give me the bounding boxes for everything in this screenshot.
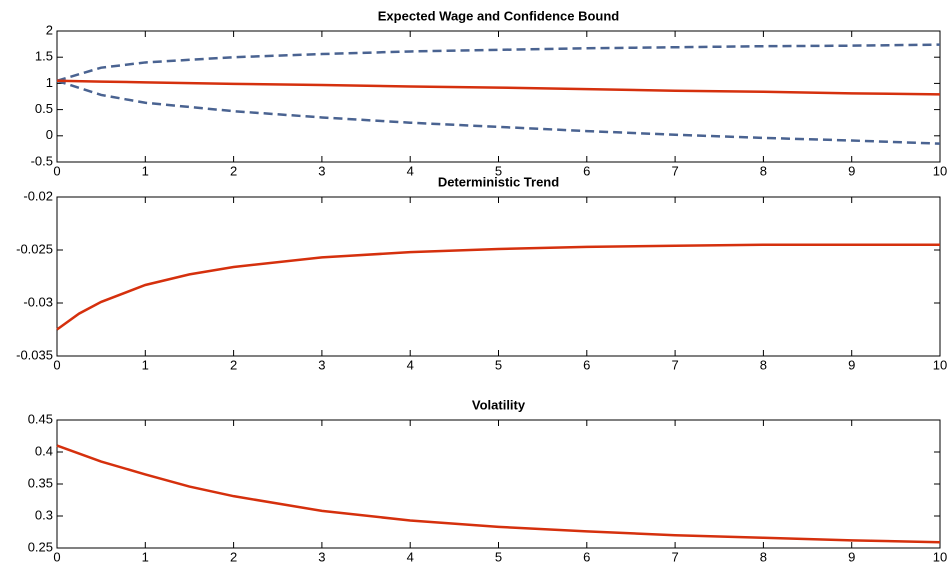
x-tick-label: 2 bbox=[230, 357, 237, 372]
line-series bbox=[56, 43, 941, 82]
x-tick-label: 1 bbox=[142, 549, 149, 564]
chart-title: Volatility bbox=[472, 397, 526, 412]
x-tick-label: 7 bbox=[671, 549, 678, 564]
x-tick-label: 10 bbox=[933, 357, 947, 372]
y-tick-label: -0.03 bbox=[23, 294, 53, 309]
y-tick-label: 0.25 bbox=[28, 539, 53, 554]
y-tick-label: 0.5 bbox=[35, 101, 53, 116]
x-tick-label: 2 bbox=[230, 163, 237, 178]
y-tick-label: -0.02 bbox=[23, 188, 53, 203]
x-tick-label: 5 bbox=[495, 357, 502, 372]
x-tick-label: 1 bbox=[142, 357, 149, 372]
x-tick-label: 1 bbox=[142, 163, 149, 178]
x-tick-label: 7 bbox=[671, 163, 678, 178]
x-tick-label: 0 bbox=[53, 163, 60, 178]
y-tick-label: 0.35 bbox=[28, 475, 53, 490]
x-tick-label: 8 bbox=[760, 357, 767, 372]
y-tick-label: 1 bbox=[46, 75, 53, 90]
x-tick-label: 0 bbox=[53, 549, 60, 564]
x-tick-label: 9 bbox=[848, 357, 855, 372]
x-tick-label: 2 bbox=[230, 549, 237, 564]
y-tick-label: 0.3 bbox=[35, 507, 53, 522]
y-tick-label: -0.5 bbox=[31, 153, 53, 168]
line-series bbox=[56, 79, 941, 96]
y-tick-label: -0.035 bbox=[16, 347, 53, 362]
chart-title: Deterministic Trend bbox=[438, 174, 559, 189]
x-tick-label: 6 bbox=[583, 357, 590, 372]
x-tick-label: 6 bbox=[583, 163, 590, 178]
x-tick-label: 10 bbox=[933, 163, 947, 178]
y-tick-label: 0.4 bbox=[35, 443, 53, 458]
x-tick-label: 3 bbox=[318, 549, 325, 564]
x-tick-label: 4 bbox=[407, 163, 414, 178]
y-tick-label: 0 bbox=[46, 127, 53, 142]
x-tick-label: 4 bbox=[407, 549, 414, 564]
x-tick-label: 0 bbox=[53, 357, 60, 372]
line-series bbox=[56, 79, 941, 145]
y-tick-label: -0.025 bbox=[16, 241, 53, 256]
y-tick-label: 1.5 bbox=[35, 49, 53, 64]
x-tick-label: 3 bbox=[318, 163, 325, 178]
x-tick-label: 8 bbox=[760, 163, 767, 178]
x-tick-label: 6 bbox=[583, 549, 590, 564]
axes-box bbox=[56, 196, 941, 357]
y-tick-label: 2 bbox=[46, 22, 53, 37]
x-tick-label: 9 bbox=[848, 549, 855, 564]
x-tick-label: 9 bbox=[848, 163, 855, 178]
y-tick-label: 0.45 bbox=[28, 411, 53, 426]
x-tick-label: 10 bbox=[933, 549, 947, 564]
x-tick-label: 4 bbox=[407, 357, 414, 372]
x-tick-label: 3 bbox=[318, 357, 325, 372]
line-series bbox=[56, 243, 940, 331]
x-tick-label: 8 bbox=[760, 549, 767, 564]
x-tick-label: 5 bbox=[495, 163, 502, 178]
axes-box bbox=[56, 30, 941, 163]
axes-box bbox=[56, 419, 941, 549]
x-tick-label: 7 bbox=[671, 357, 678, 372]
line-series bbox=[56, 444, 941, 544]
x-tick-label: 5 bbox=[495, 549, 502, 564]
chart-title: Expected Wage and Confidence Bound bbox=[378, 8, 620, 23]
